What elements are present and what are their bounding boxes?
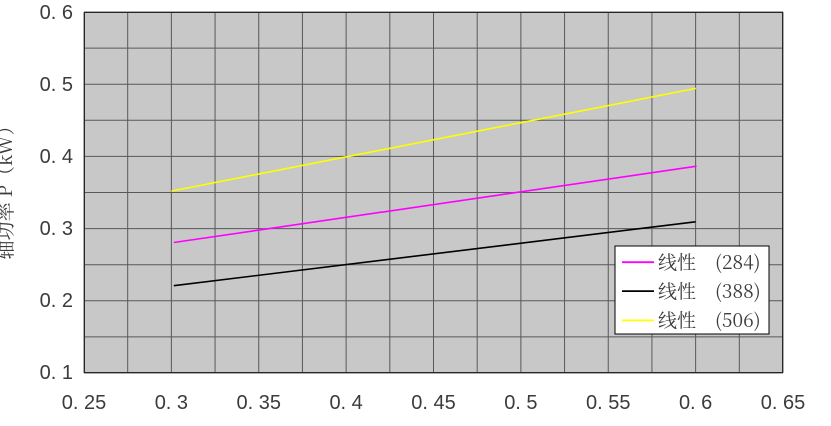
svg-text:0. 4: 0. 4: [40, 146, 73, 168]
svg-text:0. 5: 0. 5: [40, 74, 73, 96]
svg-text:线性 (506): 线性 (506): [658, 306, 761, 333]
svg-text:轴功率 P（kW）: 轴功率 P（kW）: [0, 116, 18, 259]
svg-text:0. 5: 0. 5: [504, 392, 537, 414]
svg-text:0. 4: 0. 4: [329, 392, 362, 414]
svg-text:0. 3: 0. 3: [155, 392, 188, 414]
svg-text:0. 25: 0. 25: [62, 392, 106, 414]
svg-text:0. 1: 0. 1: [40, 362, 73, 384]
svg-text:0. 3: 0. 3: [40, 218, 73, 240]
svg-text:0. 35: 0. 35: [237, 392, 281, 414]
svg-text:0. 2: 0. 2: [40, 290, 73, 312]
svg-text:0. 45: 0. 45: [411, 392, 455, 414]
svg-text:线性 (388): 线性 (388): [658, 277, 761, 304]
svg-text:0. 55: 0. 55: [586, 392, 630, 414]
svg-text:0. 6: 0. 6: [40, 2, 73, 24]
svg-text:0. 65: 0. 65: [761, 392, 805, 414]
svg-text:线性 (284): 线性 (284): [658, 248, 761, 275]
svg-text:0. 6: 0. 6: [679, 392, 712, 414]
